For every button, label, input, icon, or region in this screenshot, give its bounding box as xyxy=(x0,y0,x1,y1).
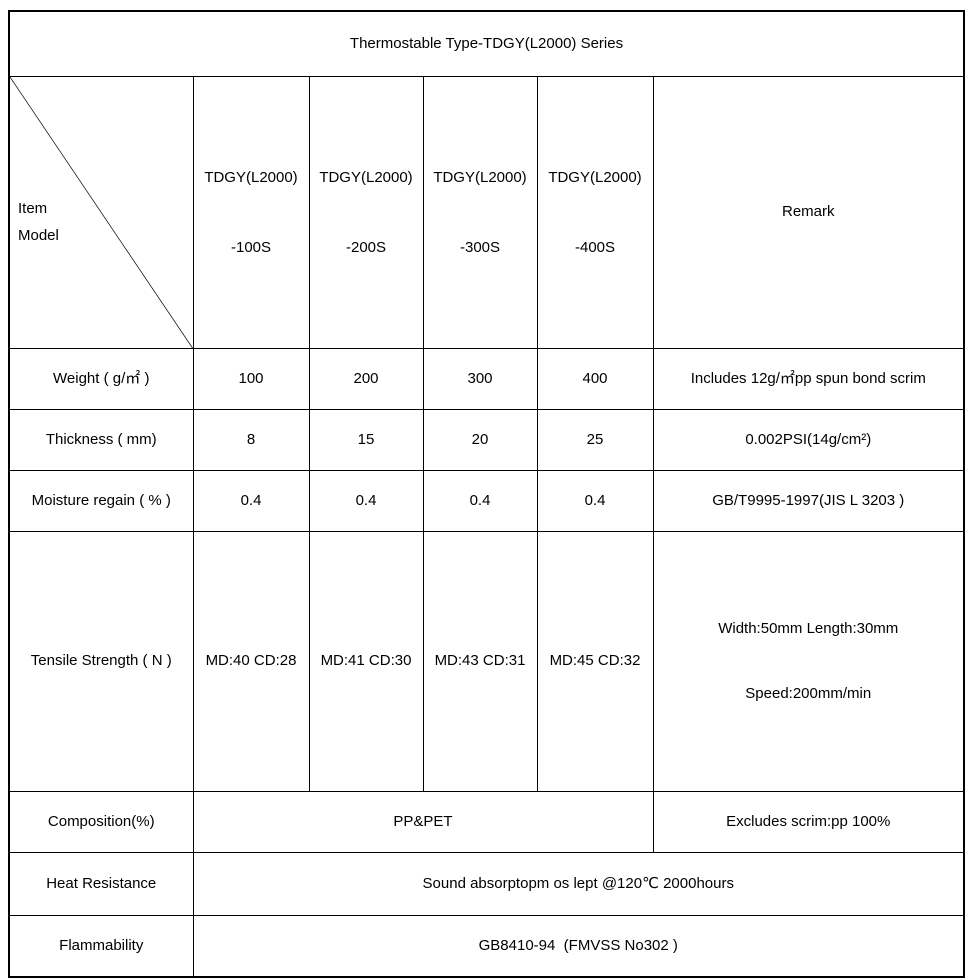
remark-cell-thickness: 0.002PSI(14g/cm²) xyxy=(652,409,965,471)
merged-value-cell-heat-resistance: Sound absorptopm os lept @120℃ 2000hours xyxy=(192,852,965,916)
table-row-flammability: Flammability GB8410-94 (FMVSS No302 ) xyxy=(8,915,965,978)
header-cell-model-200s: TDGY(L2000) -200S xyxy=(308,76,424,349)
row-label-weight: Weight ( g/㎡ ) xyxy=(8,348,194,410)
row-label-heat-resistance: Heat Resistance xyxy=(8,852,194,916)
merged-value-cell-composition: PP&PET xyxy=(192,791,654,853)
header-cell-model-400s: TDGY(L2000) -400S xyxy=(536,76,654,349)
row-label-tensile: Tensile Strength ( N ) xyxy=(8,531,194,792)
model-name-line2: -200S xyxy=(345,238,387,256)
merged-value-cell-flammability: GB8410-94 (FMVSS No302 ) xyxy=(192,915,965,978)
table-row-heat-resistance: Heat Resistance Sound absorptopm os lept… xyxy=(8,852,965,916)
remark-cell-tensile: Width:50mm Length:30mm Speed:200mm/min xyxy=(652,531,965,792)
header-row: Item Model TDGY(L2000) -100S TDGY(L2000)… xyxy=(8,76,965,349)
model-name-line2: -100S xyxy=(230,238,272,256)
value-cell-moisture-400s: 0.4 xyxy=(536,470,654,532)
value-cell-moisture-100s: 0.4 xyxy=(192,470,310,532)
row-label-thickness: Thickness ( mm) xyxy=(8,409,194,471)
tensile-remark-line1: Width:50mm Length:30mm xyxy=(718,620,899,637)
model-name-line2: -300S xyxy=(459,238,501,256)
spec-table-container: Thermostable Type-TDGY(L2000) Series Ite… xyxy=(8,10,966,978)
table-title: Thermostable Type-TDGY(L2000) Series xyxy=(8,10,965,77)
value-cell-weight-400s: 400 xyxy=(536,348,654,410)
header-cell-remark: Remark xyxy=(652,76,965,349)
value-cell-thickness-300s: 20 xyxy=(422,409,538,471)
value-cell-moisture-300s: 0.4 xyxy=(422,470,538,532)
model-name-line1: TDGY(L2000) xyxy=(204,169,298,186)
value-cell-tensile-400s: MD:45 CD:32 xyxy=(536,531,654,792)
row-label-flammability: Flammability xyxy=(8,915,194,978)
table-row-tensile: Tensile Strength ( N ) MD:40 CD:28 MD:41… xyxy=(8,531,965,792)
value-cell-tensile-100s: MD:40 CD:28 xyxy=(192,531,310,792)
model-name-line1: TDGY(L2000) xyxy=(433,169,527,186)
table-row-moisture: Moisture regain ( % ) 0.4 0.4 0.4 0.4 GB… xyxy=(8,470,965,532)
value-cell-weight-300s: 300 xyxy=(422,348,538,410)
value-cell-moisture-200s: 0.4 xyxy=(308,470,424,532)
header-item-label: Item xyxy=(18,200,48,218)
table-row-weight: Weight ( g/㎡ ) 100 200 300 400 Includes … xyxy=(8,348,965,410)
model-name-line2: -400S xyxy=(574,238,616,256)
value-cell-thickness-100s: 8 xyxy=(192,409,310,471)
row-label-moisture: Moisture regain ( % ) xyxy=(8,470,194,532)
header-cell-model-300s: TDGY(L2000) -300S xyxy=(422,76,538,349)
value-cell-tensile-300s: MD:43 CD:31 xyxy=(422,531,538,792)
model-name-line1: TDGY(L2000) xyxy=(319,169,413,186)
tensile-remark-line2: Speed:200mm/min xyxy=(745,685,872,703)
value-cell-thickness-400s: 25 xyxy=(536,409,654,471)
value-cell-tensile-200s: MD:41 CD:30 xyxy=(308,531,424,792)
diagonal-labels: Item Model xyxy=(13,89,190,347)
remark-cell-moisture: GB/T9995-1997(JIS L 3203 ) xyxy=(652,470,965,532)
remark-cell-composition: Excludes scrim:pp 100% xyxy=(652,791,965,853)
header-cell-item-model: Item Model xyxy=(8,76,194,349)
title-row: Thermostable Type-TDGY(L2000) Series xyxy=(8,10,965,77)
header-cell-model-100s: TDGY(L2000) -100S xyxy=(192,76,310,349)
table-row-thickness: Thickness ( mm) 8 15 20 25 0.002PSI(14g/… xyxy=(8,409,965,471)
value-cell-thickness-200s: 15 xyxy=(308,409,424,471)
remark-cell-weight: Includes 12g/㎡pp spun bond scrim xyxy=(652,348,965,410)
model-name-line1: TDGY(L2000) xyxy=(548,169,642,186)
spec-table: Thermostable Type-TDGY(L2000) Series Ite… xyxy=(8,10,966,978)
table-row-composition: Composition(%) PP&PET Excludes scrim:pp … xyxy=(8,791,965,853)
header-model-label: Model xyxy=(18,226,59,244)
value-cell-weight-100s: 100 xyxy=(192,348,310,410)
diagonal-divider-line xyxy=(10,77,193,348)
row-label-composition: Composition(%) xyxy=(8,791,194,853)
value-cell-weight-200s: 200 xyxy=(308,348,424,410)
